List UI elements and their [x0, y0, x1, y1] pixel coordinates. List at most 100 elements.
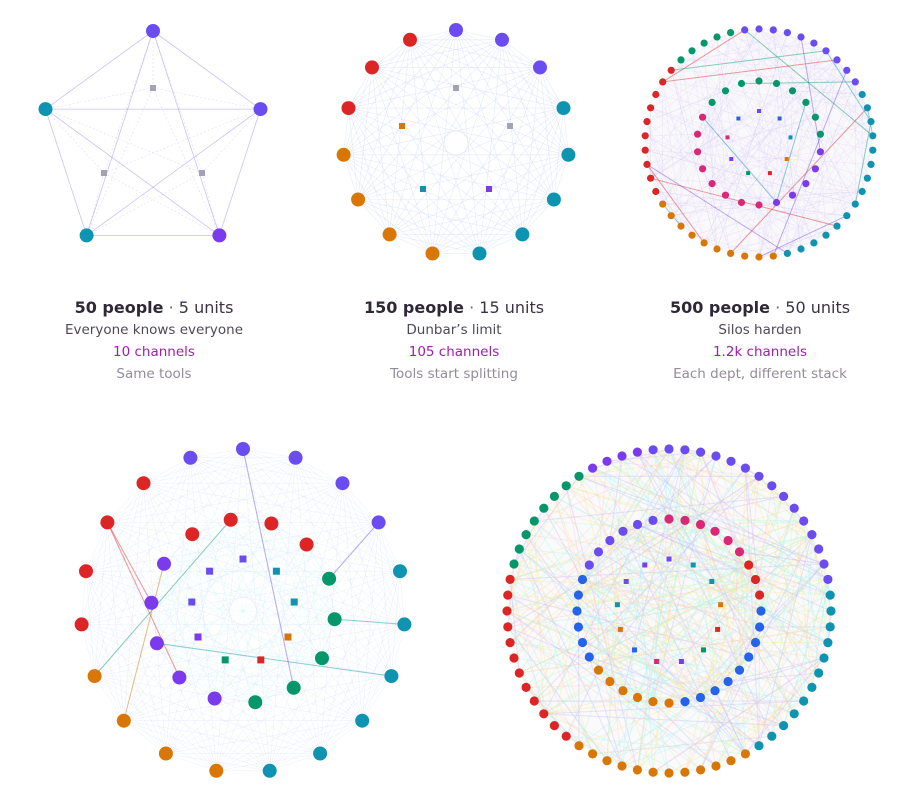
channel-line: [94, 675, 363, 721]
channel-line: [727, 551, 741, 682]
channel-line: [754, 496, 785, 580]
channel-line: [533, 520, 545, 714]
channel-line: [592, 467, 825, 565]
channel-line: [684, 563, 825, 702]
channel-line: [156, 643, 215, 699]
channel-line: [506, 610, 732, 762]
channel-line: [165, 720, 363, 754]
channel-line: [107, 483, 144, 523]
channel-line: [242, 448, 296, 459]
channel-line: [700, 475, 760, 525]
channel-line: [760, 520, 805, 612]
channel-line: [86, 108, 261, 236]
person-node: [647, 104, 655, 112]
person-node: [136, 476, 151, 491]
person-node: [236, 442, 250, 456]
channel-line: [165, 448, 244, 754]
channel-line: [156, 563, 165, 644]
channel-line: [391, 624, 405, 677]
channel-line: [513, 563, 760, 747]
channel-line: [854, 121, 872, 205]
person-node: [802, 98, 810, 106]
person-node: [726, 456, 736, 466]
person-node: [643, 160, 651, 168]
channel-line: [588, 656, 701, 771]
channel-line: [534, 669, 599, 702]
unit-hub: [257, 656, 265, 664]
channel-line: [163, 523, 272, 565]
channel-line: [553, 154, 569, 200]
person-node: [694, 148, 702, 156]
channel-line: [697, 151, 802, 250]
channel-line: [507, 626, 686, 703]
person-node: [573, 622, 584, 632]
channel-line: [371, 67, 480, 254]
channel-line: [598, 669, 670, 704]
channel-line: [543, 507, 701, 698]
channel-line: [622, 518, 670, 532]
channel-line: [680, 32, 731, 227]
person-node: [726, 756, 736, 766]
caption-description: Dunbar’s limit: [406, 322, 502, 338]
person-node: [397, 617, 412, 632]
channel-line: [652, 449, 746, 755]
channel-line: [94, 483, 343, 677]
person-node: [648, 767, 658, 777]
channel-line: [758, 102, 807, 258]
person-node: [740, 463, 751, 473]
person-node: [632, 765, 643, 775]
channel-line: [123, 624, 405, 721]
person-node: [79, 564, 93, 579]
channel-line: [655, 94, 703, 169]
channel-line: [758, 534, 813, 746]
person-node: [209, 763, 224, 778]
channel-line: [432, 39, 503, 254]
channel-line: [81, 482, 343, 625]
channel-line: [81, 624, 95, 677]
channel-line: [409, 39, 555, 200]
channel-line: [378, 522, 392, 677]
channel-line: [242, 448, 270, 771]
channel-line: [730, 59, 838, 254]
channel-line: [578, 475, 760, 596]
channel-line: [836, 59, 868, 108]
channel-line: [691, 50, 774, 257]
channel-line: [714, 610, 762, 691]
channel-line: [506, 610, 784, 727]
channel-line: [744, 468, 760, 746]
channel-line: [190, 457, 392, 677]
person-node: [341, 101, 356, 116]
channel-line: [156, 523, 272, 644]
channel-line: [771, 485, 805, 702]
channel-line: [432, 234, 523, 254]
channel-line: [606, 460, 760, 477]
channel-line: [123, 457, 296, 721]
channel-line: [94, 675, 167, 754]
person-node: [577, 574, 588, 585]
channel-line: [269, 720, 363, 772]
channel-line: [219, 108, 261, 236]
person-node: [605, 676, 615, 687]
channel-line: [754, 642, 785, 726]
channel-line: [739, 551, 825, 565]
channel-line: [522, 67, 541, 235]
person-node: [822, 231, 830, 239]
person-node: [734, 547, 745, 557]
channel-line: [81, 483, 144, 625]
person-node: [116, 713, 131, 728]
person-node: [561, 481, 571, 491]
channel-line: [479, 39, 503, 254]
channel-line: [533, 520, 654, 702]
channel-line: [702, 117, 815, 244]
channel-line: [714, 563, 825, 692]
channel-line: [671, 102, 807, 216]
person-node: [779, 721, 789, 731]
person-node: [688, 231, 696, 239]
person-node: [802, 180, 810, 188]
unit-hub: [239, 555, 247, 563]
channel-line: [711, 70, 847, 184]
channel-line: [510, 563, 825, 580]
channel-line: [715, 594, 831, 767]
channel-line: [143, 482, 379, 523]
